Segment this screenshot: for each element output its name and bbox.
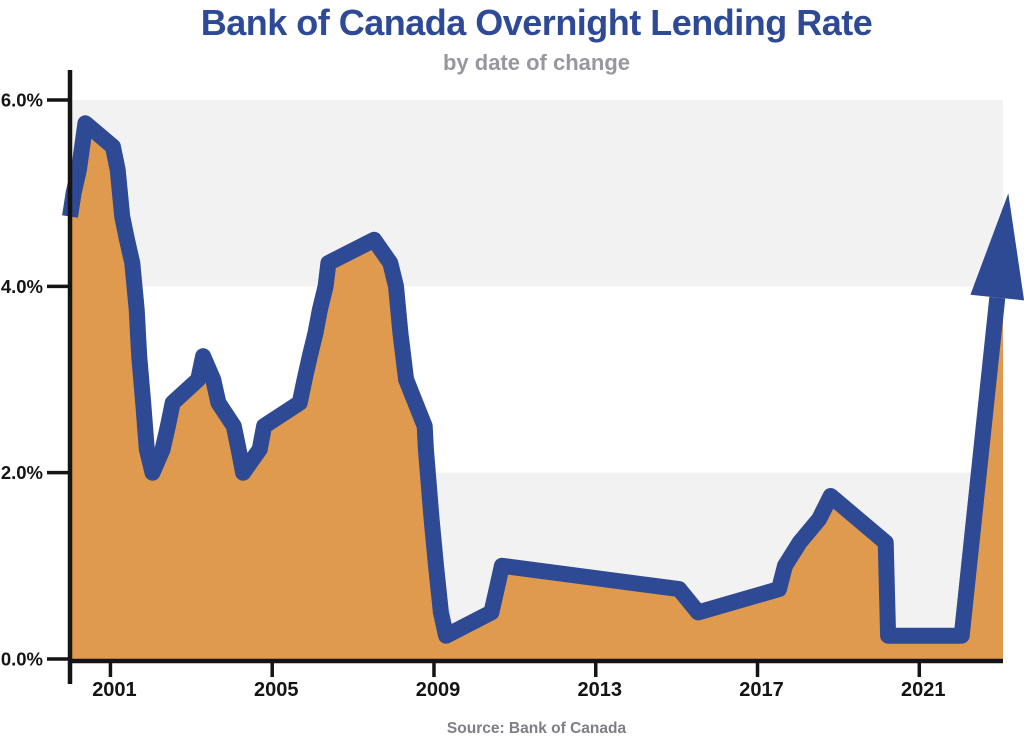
y-tick-label: 0.0% <box>1 649 43 670</box>
chart-title: Bank of Canada Overnight Lending Rate <box>200 2 873 43</box>
y-tick-label: 4.0% <box>1 276 43 297</box>
plot-band <box>70 100 1003 287</box>
rate-line <box>62 115 1006 644</box>
x-tick-label: 2017 <box>739 679 784 701</box>
x-tick-label: 2021 <box>901 679 946 701</box>
y-tick-label: 6.0% <box>1 90 43 111</box>
x-tick-label: 2009 <box>416 679 461 701</box>
x-tick-label: 2001 <box>92 679 137 701</box>
chart-subtitle: by date of change <box>442 50 631 75</box>
x-tick-label: 2005 <box>254 679 299 701</box>
rate-area <box>70 123 1003 659</box>
x-tick-label: 2013 <box>577 679 622 701</box>
source-caption: Source: Bank of Canada <box>446 720 627 737</box>
trend-arrowhead-icon <box>970 193 1024 301</box>
y-tick-label: 2.0% <box>1 462 43 483</box>
